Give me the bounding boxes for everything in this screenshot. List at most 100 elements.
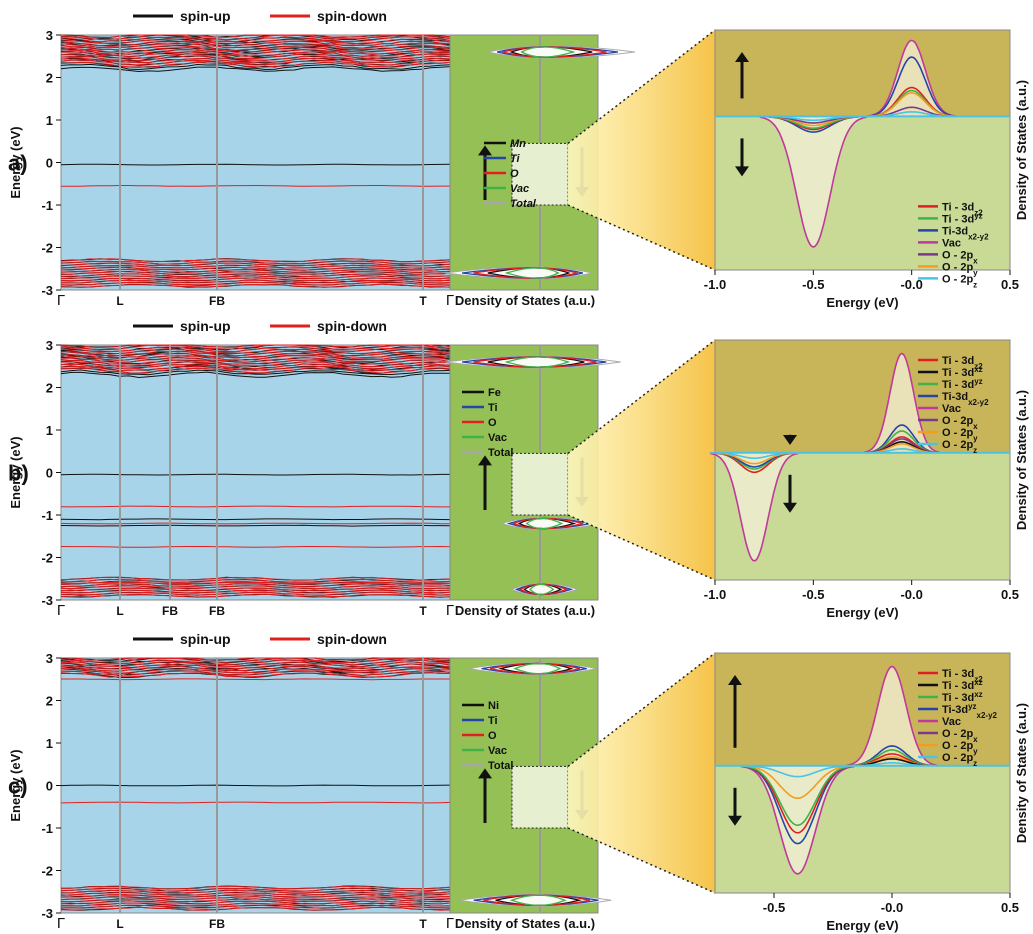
zoom-frame — [714, 339, 1011, 581]
kpoint-label: Γ — [57, 292, 65, 309]
dos-curve-vac — [509, 894, 567, 906]
band-line — [60, 522, 451, 525]
band-line — [60, 46, 451, 54]
zoom-connector — [567, 827, 716, 894]
dos-curve-o — [483, 894, 591, 906]
spin-up-arrow — [478, 455, 492, 510]
spin-up-arrow — [728, 675, 742, 748]
band-line — [60, 889, 451, 894]
dos-curve-vac — [504, 356, 571, 368]
band-line — [60, 359, 451, 366]
y-tick-label: -1 — [41, 508, 53, 523]
x-tick-label: -0.5 — [763, 900, 785, 915]
legend-label-ti_3dyz: Ti - 3dyz — [942, 377, 983, 392]
y-tick-label: 3 — [46, 338, 53, 353]
band-line — [60, 363, 451, 370]
band-line — [60, 898, 450, 903]
spin-down-arrow — [728, 787, 742, 826]
dos-curve-vac — [504, 267, 560, 279]
band-line — [60, 266, 451, 271]
dos-x-axis-label: Density of States (a.u.) — [455, 603, 595, 618]
zoom-y-axis-label: Density of States (a.u.) — [1014, 390, 1029, 530]
pdos-curve-ti_3dx2y2 — [740, 765, 855, 845]
band-line — [60, 585, 451, 590]
zoom-connector — [567, 204, 716, 271]
legend-label-ti: Ti — [488, 402, 498, 414]
y-tick-label: -3 — [41, 906, 53, 921]
y-tick-label: -3 — [41, 593, 53, 608]
band-line — [60, 66, 451, 73]
band-line — [60, 893, 451, 898]
band-line — [60, 896, 451, 900]
pdos-curve-o_2pz — [741, 765, 855, 778]
band-line — [60, 885, 451, 890]
arrow-head — [735, 166, 749, 177]
zoom-spin-down-region — [715, 765, 1010, 893]
band-line — [60, 344, 451, 351]
pdos-curve-ti_3dyz — [740, 765, 855, 827]
x-tick-label: -0.0 — [881, 900, 903, 915]
y-tick-label: -2 — [41, 551, 53, 566]
kpoint-label: Γ — [57, 915, 65, 932]
legend-label-o_2pz: O - 2pz — [942, 273, 977, 289]
panel-label: c) — [8, 774, 28, 799]
band-line — [60, 57, 451, 64]
legend-label-mn: Mn — [510, 138, 526, 150]
spin-down-label: spin-down — [317, 318, 387, 334]
dos-peak — [444, 355, 621, 369]
zoom-y-axis-label: Density of States (a.u.) — [1014, 703, 1029, 843]
dos-curve-o — [473, 356, 597, 368]
legend-label-ti: Ti — [510, 153, 521, 165]
band-structure-panel: b)Energy (eV) 3 2 1 0 -1 -2 -3 Γ L FB FB T Γ — [8, 338, 454, 619]
legend-label-ti_3dz2: Ti - 3dz2 — [942, 201, 983, 217]
band-line — [60, 59, 451, 66]
band-line — [60, 36, 451, 43]
pdos-curve-o_2py — [740, 765, 855, 800]
y-tick-label: 1 — [46, 423, 53, 438]
legend-label-ti_3dz2: Ti - 3dz2 — [942, 668, 983, 684]
band-series-spin-down — [60, 34, 451, 288]
y-tick-label: -1 — [41, 821, 53, 836]
band-line — [60, 53, 450, 60]
y-tick-label: 0 — [46, 779, 53, 794]
pdos-curve-vac_p — [846, 665, 938, 766]
band-line — [60, 473, 450, 476]
dos-zoom-box — [511, 452, 569, 516]
band-structure-panel: a)Energy (eV) 3 2 1 0 -1 -2 -3 Γ L FB T Γ — [8, 28, 454, 309]
band-line — [60, 801, 451, 804]
spin-up-label: spin-up — [180, 8, 231, 24]
band-line — [60, 50, 451, 58]
band-line — [60, 900, 451, 905]
zoom-dos-panel: -0.5 -0.0 0.5 Energy (eV) Density of States … — [567, 652, 1029, 933]
band-line — [60, 277, 451, 282]
band-line — [60, 576, 451, 581]
pdos-curve-vac_p — [759, 116, 867, 248]
band-line — [60, 55, 451, 62]
spin-up-arrow — [478, 145, 492, 200]
band-line — [60, 268, 451, 273]
kpoint-label: L — [116, 604, 123, 618]
legend-label-o: O — [488, 417, 497, 429]
y-tick-label: -2 — [41, 241, 53, 256]
y-tick-label: 0 — [46, 156, 53, 171]
kpoint-label: L — [116, 917, 123, 931]
zoom-spin-up-region — [715, 653, 1010, 766]
legend-label-o_2py: O - 2py — [942, 427, 978, 443]
band-line — [60, 591, 451, 596]
legend-label-total: Total — [488, 760, 513, 772]
kpoint-label: Γ — [446, 292, 454, 309]
dos-peak — [468, 662, 598, 676]
band-line — [60, 593, 451, 598]
band-line — [61, 904, 451, 909]
pdos-curve-o_2py — [867, 91, 956, 118]
band-line — [60, 264, 451, 269]
kpoint-label: T — [419, 294, 427, 308]
band-line — [60, 892, 451, 897]
zoom-beam — [568, 30, 715, 270]
x-tick-label: 0.5 — [1001, 277, 1019, 292]
legend-label-o_2pz: O - 2pz — [942, 752, 977, 768]
legend-label-o_2py: O - 2py — [942, 740, 978, 756]
legend-label-vac_p: Vac — [942, 403, 961, 415]
dos-legend: Mn Ti O Vac Total — [484, 138, 537, 210]
